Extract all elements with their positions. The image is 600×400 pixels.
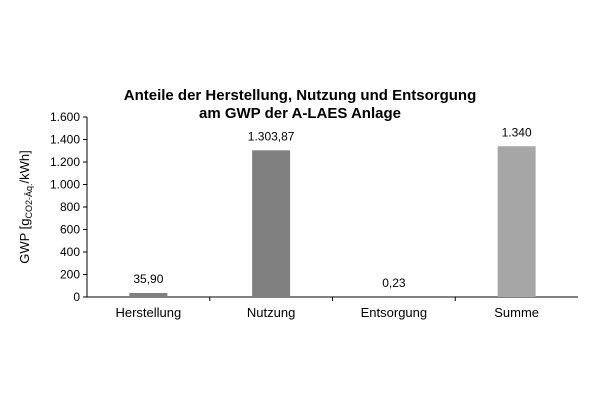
y-tick-label: 200	[60, 268, 80, 282]
chart-title-line-1: Anteile der Herstellung, Nutzung und Ent…	[124, 87, 477, 104]
x-tick-label-nutzung: Nutzung	[247, 305, 295, 320]
bar-nutzung	[252, 150, 291, 297]
x-tick-label-summe: Summe	[494, 305, 539, 320]
bar-herstellung	[129, 292, 168, 297]
x-axis: Herstellung Nutzung Entsorgung Summe	[87, 296, 578, 320]
y-tick-label: 1.200	[50, 155, 80, 169]
y-tick-label: 800	[60, 200, 80, 214]
data-labels: 35,90 1.303,87 0,23 1.340	[133, 125, 532, 290]
chart-title-line-2: am GWP der A-LAES Anlage	[199, 105, 401, 122]
y-tick-label: 600	[60, 223, 80, 237]
y-axis-label: GWP [gCO2-Äq./kWh]	[17, 150, 34, 264]
x-tick-label-herstellung: Herstellung	[115, 305, 181, 320]
x-tick-label-entsorgung: Entsorgung	[361, 305, 428, 320]
data-label-nutzung: 1.303,87	[248, 129, 295, 143]
bars	[129, 146, 536, 297]
y-tick-label: 0	[73, 290, 80, 304]
y-tick-label: 400	[60, 245, 80, 259]
y-axis-label-main: GWP [g	[17, 218, 32, 263]
y-axis-label-end: /kWh]	[17, 150, 32, 183]
data-label-entsorgung: 0,23	[382, 276, 406, 290]
bar-summe	[497, 146, 536, 297]
data-label-summe: 1.340	[502, 125, 532, 139]
y-axis-label-subscript: CO2-Äq.	[24, 183, 34, 218]
data-label-herstellung: 35,90	[133, 272, 163, 286]
y-tick-label: 1.000	[50, 178, 80, 192]
y-tick-label: 1.400	[50, 133, 80, 147]
y-axis: 0 200 400 600 800 1.000 1.200 1.400 1.600	[50, 110, 88, 304]
y-tick-label: 1.600	[50, 110, 80, 124]
